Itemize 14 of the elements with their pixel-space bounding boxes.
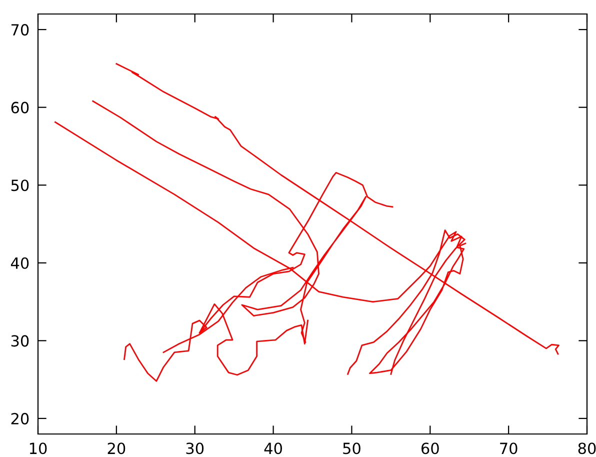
y-tick-label: 40 [10,257,29,269]
y-tick-label: 50 [11,180,29,192]
y-tick-label: 60 [11,102,29,114]
x-tick-label: 20 [108,442,126,454]
x-tick-label: 10 [30,442,47,454]
x-tick-label: 70 [500,442,518,454]
y-tick-label: 30 [11,335,29,347]
x-tick-label: 30 [186,442,204,454]
y-tick-label: 20 [11,412,29,424]
x-tick-label: 40 [264,442,282,454]
y-tick-label: 70 [11,24,29,36]
x-tick-label: 50 [343,442,360,454]
x-tick-label: 80 [578,442,596,454]
x-tick-label: 60 [421,442,439,454]
